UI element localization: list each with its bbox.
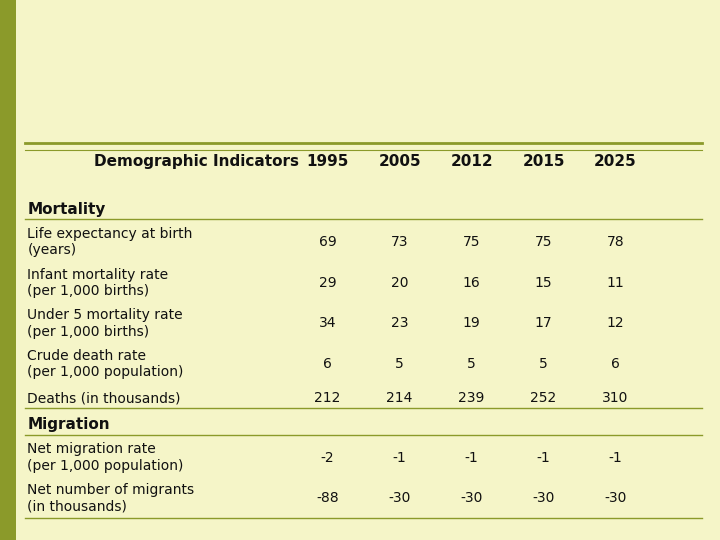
Text: Life expectancy at birth
(years): Life expectancy at birth (years) (27, 227, 193, 258)
Text: 212: 212 (315, 392, 341, 406)
Text: 11: 11 (607, 276, 624, 290)
Text: Mortality: Mortality (27, 202, 106, 217)
Text: -30: -30 (460, 491, 483, 505)
Text: Under 5 mortality rate
(per 1,000 births): Under 5 mortality rate (per 1,000 births… (27, 308, 183, 339)
Text: Infant mortality rate
(per 1,000 births): Infant mortality rate (per 1,000 births) (27, 268, 168, 298)
Text: 17: 17 (535, 316, 552, 330)
Text: Migration: Migration (27, 417, 110, 433)
Text: 214: 214 (387, 392, 413, 406)
Text: -1: -1 (392, 450, 407, 464)
Text: 12: 12 (607, 316, 624, 330)
Text: -2: -2 (321, 450, 334, 464)
Text: Net migration rate
(per 1,000 population): Net migration rate (per 1,000 population… (27, 442, 184, 472)
Text: -30: -30 (604, 491, 627, 505)
Text: 75: 75 (463, 235, 480, 249)
Text: Deaths (in thousands): Deaths (in thousands) (27, 392, 181, 406)
Text: 2015: 2015 (522, 154, 565, 169)
Text: -1: -1 (608, 450, 623, 464)
Text: 6: 6 (611, 357, 620, 371)
Text: 23: 23 (391, 316, 408, 330)
Text: 19: 19 (463, 316, 480, 330)
Text: 2005: 2005 (378, 154, 421, 169)
Text: 310: 310 (603, 392, 629, 406)
Text: 6: 6 (323, 357, 332, 371)
Text: -1: -1 (464, 450, 479, 464)
Text: 5: 5 (395, 357, 404, 371)
Text: -30: -30 (532, 491, 555, 505)
Text: 5: 5 (539, 357, 548, 371)
Text: 2012: 2012 (450, 154, 493, 169)
Text: 5: 5 (467, 357, 476, 371)
Text: 2025: 2025 (594, 154, 637, 169)
Text: 75: 75 (535, 235, 552, 249)
Text: 239: 239 (459, 392, 485, 406)
Text: 1995: 1995 (307, 154, 348, 169)
Text: Demographic Indicators: Demographic Indicators (94, 154, 299, 169)
Text: 15: 15 (535, 276, 552, 290)
Text: 16: 16 (463, 276, 480, 290)
Text: -30: -30 (388, 491, 411, 505)
Text: 69: 69 (319, 235, 336, 249)
Text: 78: 78 (607, 235, 624, 249)
Text: -88: -88 (316, 491, 339, 505)
Text: 73: 73 (391, 235, 408, 249)
Text: 34: 34 (319, 316, 336, 330)
Text: Net number of migrants
(in thousands): Net number of migrants (in thousands) (27, 483, 194, 513)
Text: 29: 29 (319, 276, 336, 290)
Text: Crude death rate
(per 1,000 population): Crude death rate (per 1,000 population) (27, 349, 184, 379)
Text: -1: -1 (536, 450, 551, 464)
Text: 252: 252 (531, 392, 557, 406)
Text: 20: 20 (391, 276, 408, 290)
